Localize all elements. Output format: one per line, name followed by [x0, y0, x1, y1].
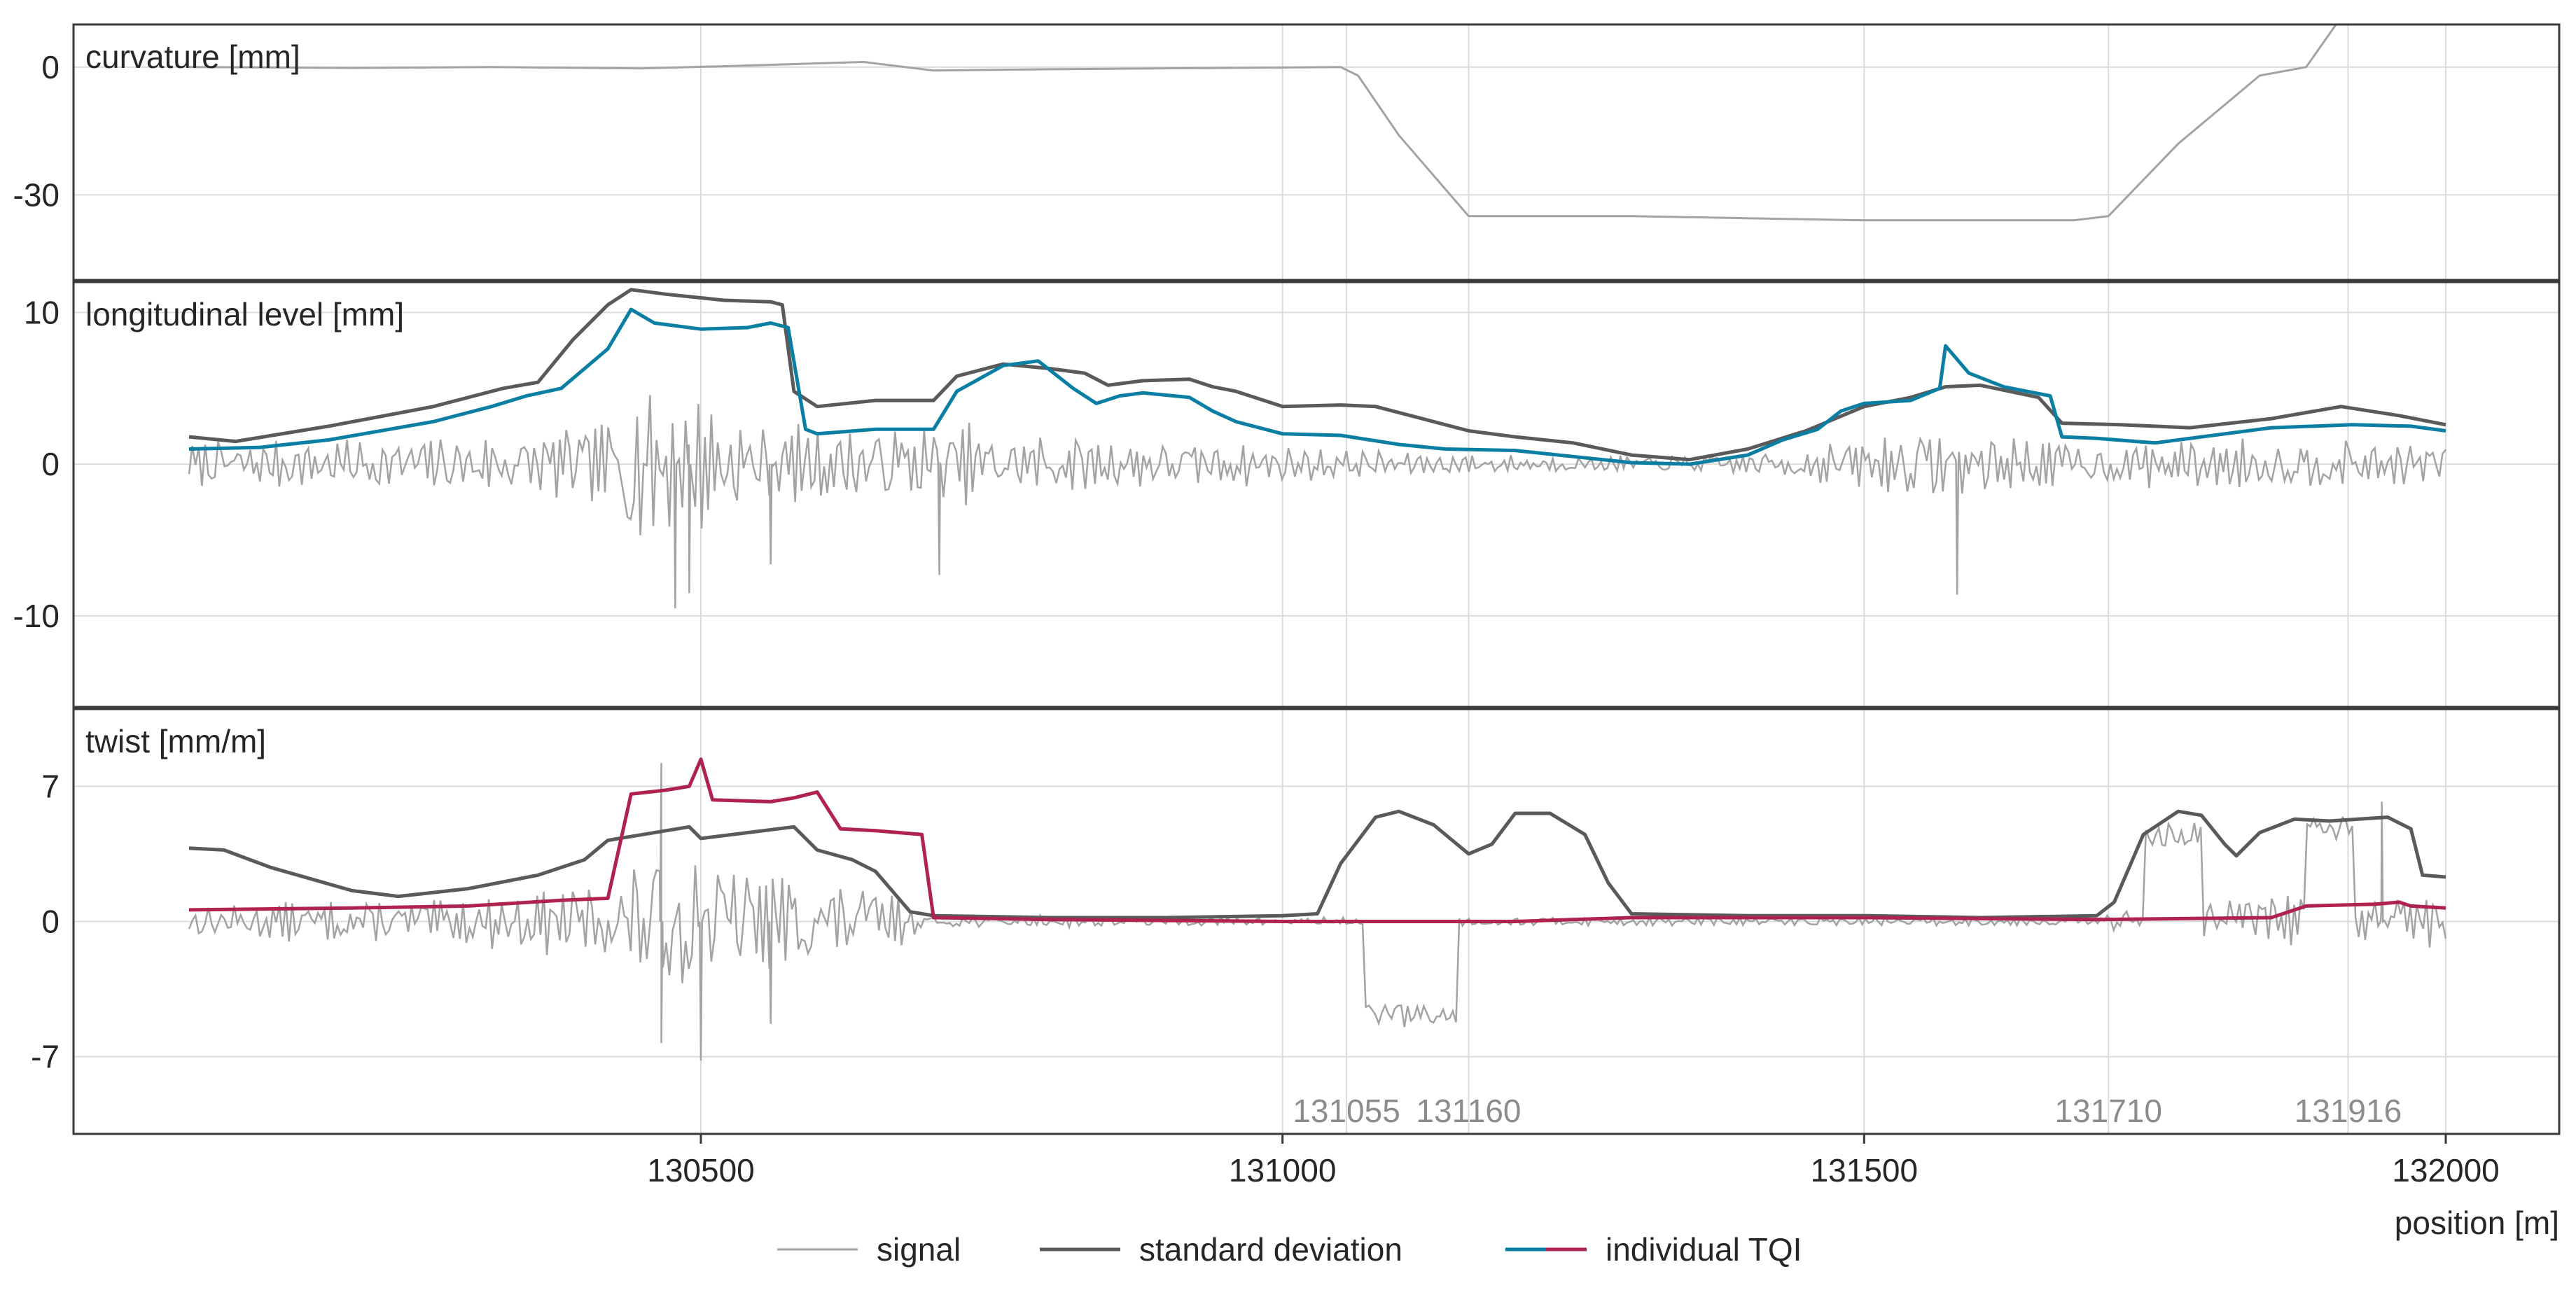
panel-curvature: 0 -30 curvature [mm] [13, 23, 2561, 281]
series-signal-curvature [188, 24, 2338, 222]
x-tick-label: 131000 [1229, 1152, 1337, 1189]
y-tick-label: 0 [41, 904, 60, 940]
x-axis-label: position [m] [2395, 1205, 2559, 1241]
legend: signal standard deviation individual TQI [777, 1231, 1802, 1268]
panels-layer: 0 -30 curvature [mm] 10 0 -10 longitudinal lev… [13, 23, 2561, 1135]
x-axis: 130500 131000 131500 132000 position [m] 1310… [647, 1093, 2559, 1241]
y-tick-label: -10 [13, 598, 60, 634]
legend-std-label: standard deviation [1139, 1231, 1402, 1268]
annotation-label: 131055 [1293, 1093, 1400, 1129]
panel-title-longitudinal: longitudinal level [mm] [85, 296, 404, 332]
plot-area-twist [188, 757, 2447, 1061]
legend-signal-label: signal [877, 1231, 961, 1268]
y-tick-label: 10 [24, 294, 60, 330]
x-tick-label: 131500 [1811, 1152, 1919, 1189]
legend-tqi-label: individual TQI [1606, 1231, 1802, 1268]
x-tick-label: 130500 [647, 1152, 755, 1189]
y-tick-label: -7 [31, 1039, 60, 1075]
panel-frame [72, 708, 2561, 1135]
plot-area-longitudinal [188, 288, 2447, 609]
panel-title-curvature: curvature [mm] [85, 38, 300, 75]
series-standard-deviation-longitudinal [188, 288, 2446, 462]
x-tick-label: 132000 [2392, 1152, 2500, 1189]
plot-area-curvature [188, 24, 2338, 222]
series-individual-tqi-longitudinal [188, 307, 2446, 466]
annotation-label: 131160 [1416, 1093, 1521, 1129]
series-individual-tqi-twist [188, 757, 2446, 923]
panel-twist: 7 0 -7 twist [mm/m] [31, 708, 2561, 1135]
panel-frame [72, 23, 2561, 281]
y-tick-label: 0 [41, 446, 60, 482]
series-standard-deviation-twist [188, 809, 2446, 920]
series-signal-longitudinal [188, 395, 2447, 609]
annotation-label: 131710 [2054, 1093, 2162, 1129]
y-tick-label: 7 [41, 768, 60, 804]
panel-title-twist: twist [mm/m] [85, 723, 266, 759]
y-tick-label: -30 [13, 176, 60, 213]
y-tick-label: 0 [41, 49, 60, 85]
panel-longitudinal: 10 0 -10 longitudinal level [mm] [13, 281, 2561, 708]
annotation-label: 131916 [2295, 1093, 2402, 1129]
panel-frame [72, 281, 2561, 708]
